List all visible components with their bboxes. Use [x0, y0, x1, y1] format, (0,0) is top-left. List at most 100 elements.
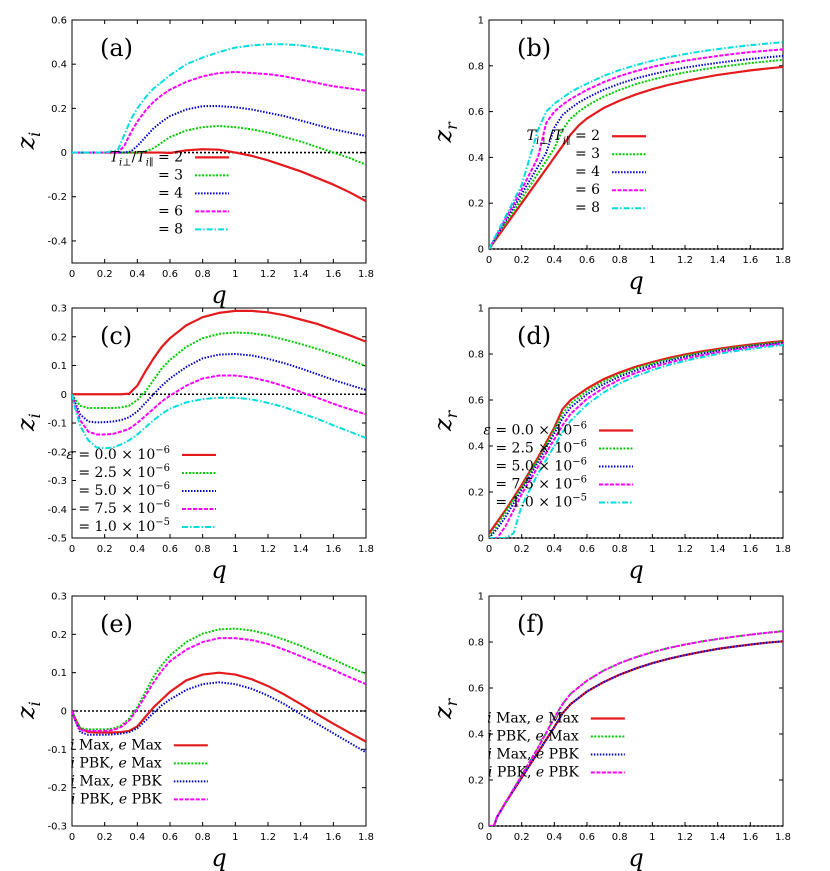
panel-b: 0 0.2 0.4 0.6 0.8 1 1.2 1.4 1.6 1.8 0 0.2 0.4 0.6 0.8 1… — [429, 16, 791, 296]
y-tick-label: 0.2 — [468, 488, 484, 499]
x-tick-label: 1.2 — [677, 255, 693, 266]
x-tick-label: 1.6 — [742, 832, 758, 843]
x-tick-label: 0.2 — [97, 832, 113, 843]
x-tick-label: 1.6 — [742, 255, 758, 266]
y-tick-label: 0.4 — [468, 730, 484, 741]
x-tick-label: 0.4 — [129, 832, 145, 843]
plot-frame — [71, 19, 367, 264]
series-line-5 — [72, 394, 366, 450]
y-tick-label: 0.2 — [468, 776, 484, 787]
y-tick-label: -0.1 — [47, 745, 67, 756]
x-tick-label: 1.6 — [325, 544, 341, 555]
plot-frame — [488, 595, 784, 827]
legend-entry: i PBK, e Max — [487, 729, 578, 745]
plot-frame — [488, 19, 784, 250]
legend-entry: = 4 — [575, 164, 600, 180]
series-line-5 — [72, 43, 366, 154]
x-tick-label: 0.2 — [514, 255, 530, 266]
legend-entry: ε = 0.0 × 10−6​ — [483, 421, 587, 439]
series-line-2 — [489, 58, 783, 249]
x-axis-label: q — [211, 556, 226, 584]
panel-label: (f) — [517, 610, 545, 638]
series-line-4 — [489, 630, 783, 826]
y-axis-label: zi — [12, 701, 44, 720]
legend-entry: Ti⊥/Ti∥ = 2 — [110, 149, 183, 168]
x-tick-label: 0 — [486, 832, 492, 843]
x-tick-label: 1.8 — [775, 544, 791, 555]
x-tick-label: 1.4 — [293, 269, 309, 280]
y-tick-label: 0 — [61, 707, 67, 718]
panel-e: 0 0.2 0.4 0.6 0.8 1 1.2 1.4 1.6 1.8 -0.3 -0.2 -0.1 0 0… — [12, 592, 374, 871]
x-tick-label: 1.6 — [325, 269, 341, 280]
legend: i Max, e Max i PBK, e Max i Max, e PBK i PB… — [487, 711, 625, 781]
y-tick-label: 0.6 — [468, 396, 484, 407]
legend: Ti⊥/Ti∥ = 2= 3 = 4 = 6 = 8 — [110, 149, 230, 237]
y-tick-label: 0.6 — [51, 16, 67, 27]
series-line-2 — [72, 627, 366, 731]
legend-entry: = 8 — [575, 200, 600, 216]
x-tick-label: 1.2 — [677, 544, 693, 555]
y-tick-label: -0.3 — [47, 476, 67, 487]
legend-entry: = 5.0 × 10−6​ — [78, 481, 170, 499]
x-tick-label: 1 — [232, 269, 238, 280]
y-tick-label: 0.4 — [51, 60, 67, 71]
legend-entry: Ti⊥/Ti∥ = 2 — [527, 128, 600, 147]
x-tick-label: 1.2 — [260, 832, 276, 843]
x-tick-label: 0.6 — [579, 544, 595, 555]
x-tick-label: 0.8 — [195, 269, 211, 280]
x-tick-label: 1.6 — [325, 832, 341, 843]
x-tick-label: 0.8 — [612, 255, 628, 266]
series-line-4 — [72, 70, 366, 154]
legend-entry: = 2.5 × 10−6​ — [78, 463, 170, 481]
y-tick-label: 0 — [478, 822, 484, 833]
legend-entry: = 6 — [575, 182, 600, 198]
x-tick-label: 0.8 — [195, 544, 211, 555]
series-line-1 — [489, 65, 783, 249]
y-tick-label: 0.2 — [51, 104, 67, 115]
x-tick-label: 1 — [649, 255, 655, 266]
x-axis-label: q — [211, 281, 226, 309]
legend-entry: = 3 — [575, 146, 600, 162]
x-tick-label: 0 — [486, 255, 492, 266]
series-line-2 — [489, 341, 783, 538]
series-line-1 — [72, 309, 366, 396]
legend-entry: i PBK, e PBK — [71, 791, 162, 807]
series-line-2 — [72, 331, 366, 410]
x-tick-label: 0.8 — [195, 832, 211, 843]
y-tick-label: 1 — [478, 304, 484, 315]
x-axis-label: q — [211, 844, 226, 871]
series-line-3 — [72, 353, 366, 424]
y-axis-label: zi — [12, 132, 44, 151]
x-tick-label: 1 — [232, 832, 238, 843]
y-axis-label: zr — [429, 409, 461, 432]
legend-entry: = 7.5 × 10−6​ — [78, 499, 170, 517]
y-tick-label: -0.2 — [47, 447, 67, 458]
y-tick-label: 0 — [61, 148, 67, 159]
x-tick-label: 0 — [69, 269, 75, 280]
y-tick-label: -0.5 — [47, 534, 67, 545]
x-tick-label: 0.6 — [579, 832, 595, 843]
y-tick-label: 0.2 — [468, 199, 484, 210]
y-tick-label: 0.2 — [51, 630, 67, 641]
legend-entry: = 1.0 × 10−5​ — [78, 517, 170, 535]
legend: ε = 0.0 × 10−6​= 2.5 × 10−6​= 5.0 × 10−6… — [483, 421, 633, 511]
x-tick-label: 1.4 — [293, 832, 309, 843]
x-tick-label: 0.6 — [162, 544, 178, 555]
x-tick-label: 0 — [69, 832, 75, 843]
x-tick-label: 0.8 — [612, 544, 628, 555]
legend: i Max, e Max i PBK, e Max i Max, e PBK i PB… — [70, 737, 208, 807]
x-tick-label: 0 — [486, 544, 492, 555]
legend-entry: i Max, e Max — [487, 711, 579, 727]
legend-entry: i PBK, e PBK — [488, 765, 579, 781]
x-tick-label: 0 — [69, 544, 75, 555]
y-tick-label: -0.1 — [47, 419, 67, 430]
legend-entry: i PBK, e Max — [70, 755, 161, 771]
x-tick-label: 0.4 — [546, 832, 562, 843]
y-tick-label: 0.8 — [468, 61, 484, 72]
y-tick-label: -0.2 — [47, 192, 67, 203]
y-tick-label: 0.2 — [51, 332, 67, 343]
legend-entry: = 6 — [158, 203, 183, 219]
y-tick-label: 0.8 — [468, 638, 484, 649]
series-line-2 — [72, 125, 366, 166]
x-tick-label: 1 — [232, 544, 238, 555]
